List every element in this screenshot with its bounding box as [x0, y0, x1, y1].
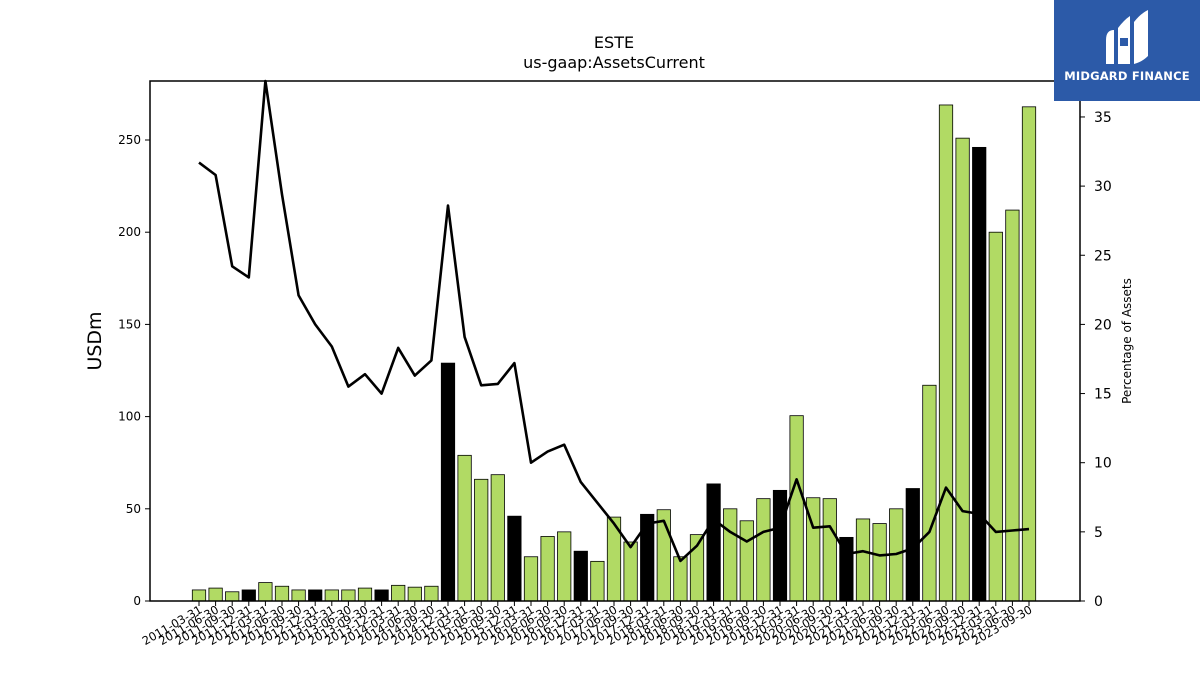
y2-tick-label-10: 10: [1094, 456, 1112, 472]
y-axis-right: 0 5 10 15 20 25 30 35: [1080, 110, 1112, 610]
bar-2022-03-31: [922, 384, 937, 602]
y-tick-label-150: 150: [118, 317, 141, 331]
bar-2022-12-31: [972, 146, 987, 602]
y2-tick-label-20: 20: [1094, 317, 1112, 333]
bar-2011-09-30: [225, 591, 240, 602]
bar-2017-12-31: [640, 513, 655, 602]
y-axis-left: 0 50 100 150 200 250: [118, 133, 150, 608]
bar-2019-12-31: [772, 489, 788, 602]
bar-2018-12-31: [706, 483, 721, 602]
bar-2013-06-30: [341, 589, 356, 602]
bar-2014-03-31: [391, 584, 406, 602]
bar-2015-12-31: [507, 515, 522, 602]
bar-2019-06-30: [739, 520, 754, 602]
bar-2023-03-31: [988, 231, 1003, 602]
chart-title: ESTE: [594, 33, 634, 52]
bar-2012-12-31: [308, 589, 323, 602]
bar-2013-03-31: [324, 589, 339, 602]
logo-text: MIDGARD FINANCE: [1064, 69, 1190, 83]
bar-2012-06-30: [274, 585, 290, 602]
y-tick-label-200: 200: [118, 225, 141, 239]
bar-2018-06-30: [673, 556, 688, 602]
y-axis-left-label: USDm: [84, 311, 106, 370]
y2-tick-label-25: 25: [1094, 248, 1112, 264]
bar-2015-06-30: [474, 478, 489, 602]
bar-2023-06-30: [1005, 209, 1020, 602]
bar-2014-12-31: [440, 362, 456, 602]
y2-tick-label-5: 5: [1094, 525, 1103, 541]
bar-2014-06-30: [407, 586, 422, 602]
y-tick-label-250: 250: [118, 133, 141, 147]
bar-2021-03-31: [855, 518, 871, 602]
bar-series: [191, 104, 1037, 602]
plot-frame: [149, 80, 1081, 602]
bar-2013-09-30: [357, 587, 373, 602]
bar-2012-03-31: [258, 582, 273, 602]
bar-2016-03-31: [523, 556, 539, 602]
bar-2012-09-30: [291, 589, 306, 602]
bar-2022-09-30: [955, 137, 970, 602]
x-axis: 2011-03-312011-06-302011-09-302011-12-31…: [140, 601, 1035, 648]
bar-2011-03-31: [191, 589, 207, 602]
y-tick-label-0: 0: [133, 594, 141, 608]
bar-2017-03-31: [590, 560, 605, 602]
bar-2022-06-30: [938, 104, 954, 602]
y-tick-label-100: 100: [118, 410, 141, 424]
bar-2019-03-31: [723, 508, 738, 602]
y2-tick-label-35: 35: [1094, 110, 1112, 126]
y2-tick-label-0: 0: [1094, 594, 1103, 610]
bar-2016-09-30: [557, 531, 572, 602]
y2-tick-label-30: 30: [1094, 179, 1112, 195]
midgard-finance-logo: MIDGARD FINANCE: [1054, 0, 1200, 101]
midgard-m-logo-icon: [1106, 10, 1148, 64]
percentage-line: [198, 79, 1030, 563]
bar-2021-06-30: [872, 523, 887, 602]
bar-2016-12-31: [573, 550, 588, 602]
bar-2023-09-30: [1021, 106, 1037, 602]
bar-2011-12-31: [241, 589, 256, 602]
bar-2016-06-30: [540, 536, 555, 602]
chart-subtitle: us-gaap:AssetsCurrent: [523, 53, 705, 72]
bar-2014-09-30: [424, 585, 439, 602]
y-axis-right-label: Percentage of Assets: [1120, 278, 1134, 404]
y-tick-label-50: 50: [126, 502, 141, 516]
y2-tick-label-15: 15: [1094, 387, 1112, 403]
bar-2011-06-30: [208, 587, 223, 602]
bar-2017-09-30: [623, 541, 638, 602]
bar-2020-09-30: [822, 498, 837, 602]
bar-2015-09-30: [490, 474, 505, 602]
bar-2013-12-31: [374, 589, 389, 602]
bar-2020-03-31: [789, 415, 804, 602]
bar-2015-03-31: [457, 454, 472, 602]
bar-2019-09-30: [756, 498, 771, 602]
percentage-line-series: [198, 79, 1030, 563]
